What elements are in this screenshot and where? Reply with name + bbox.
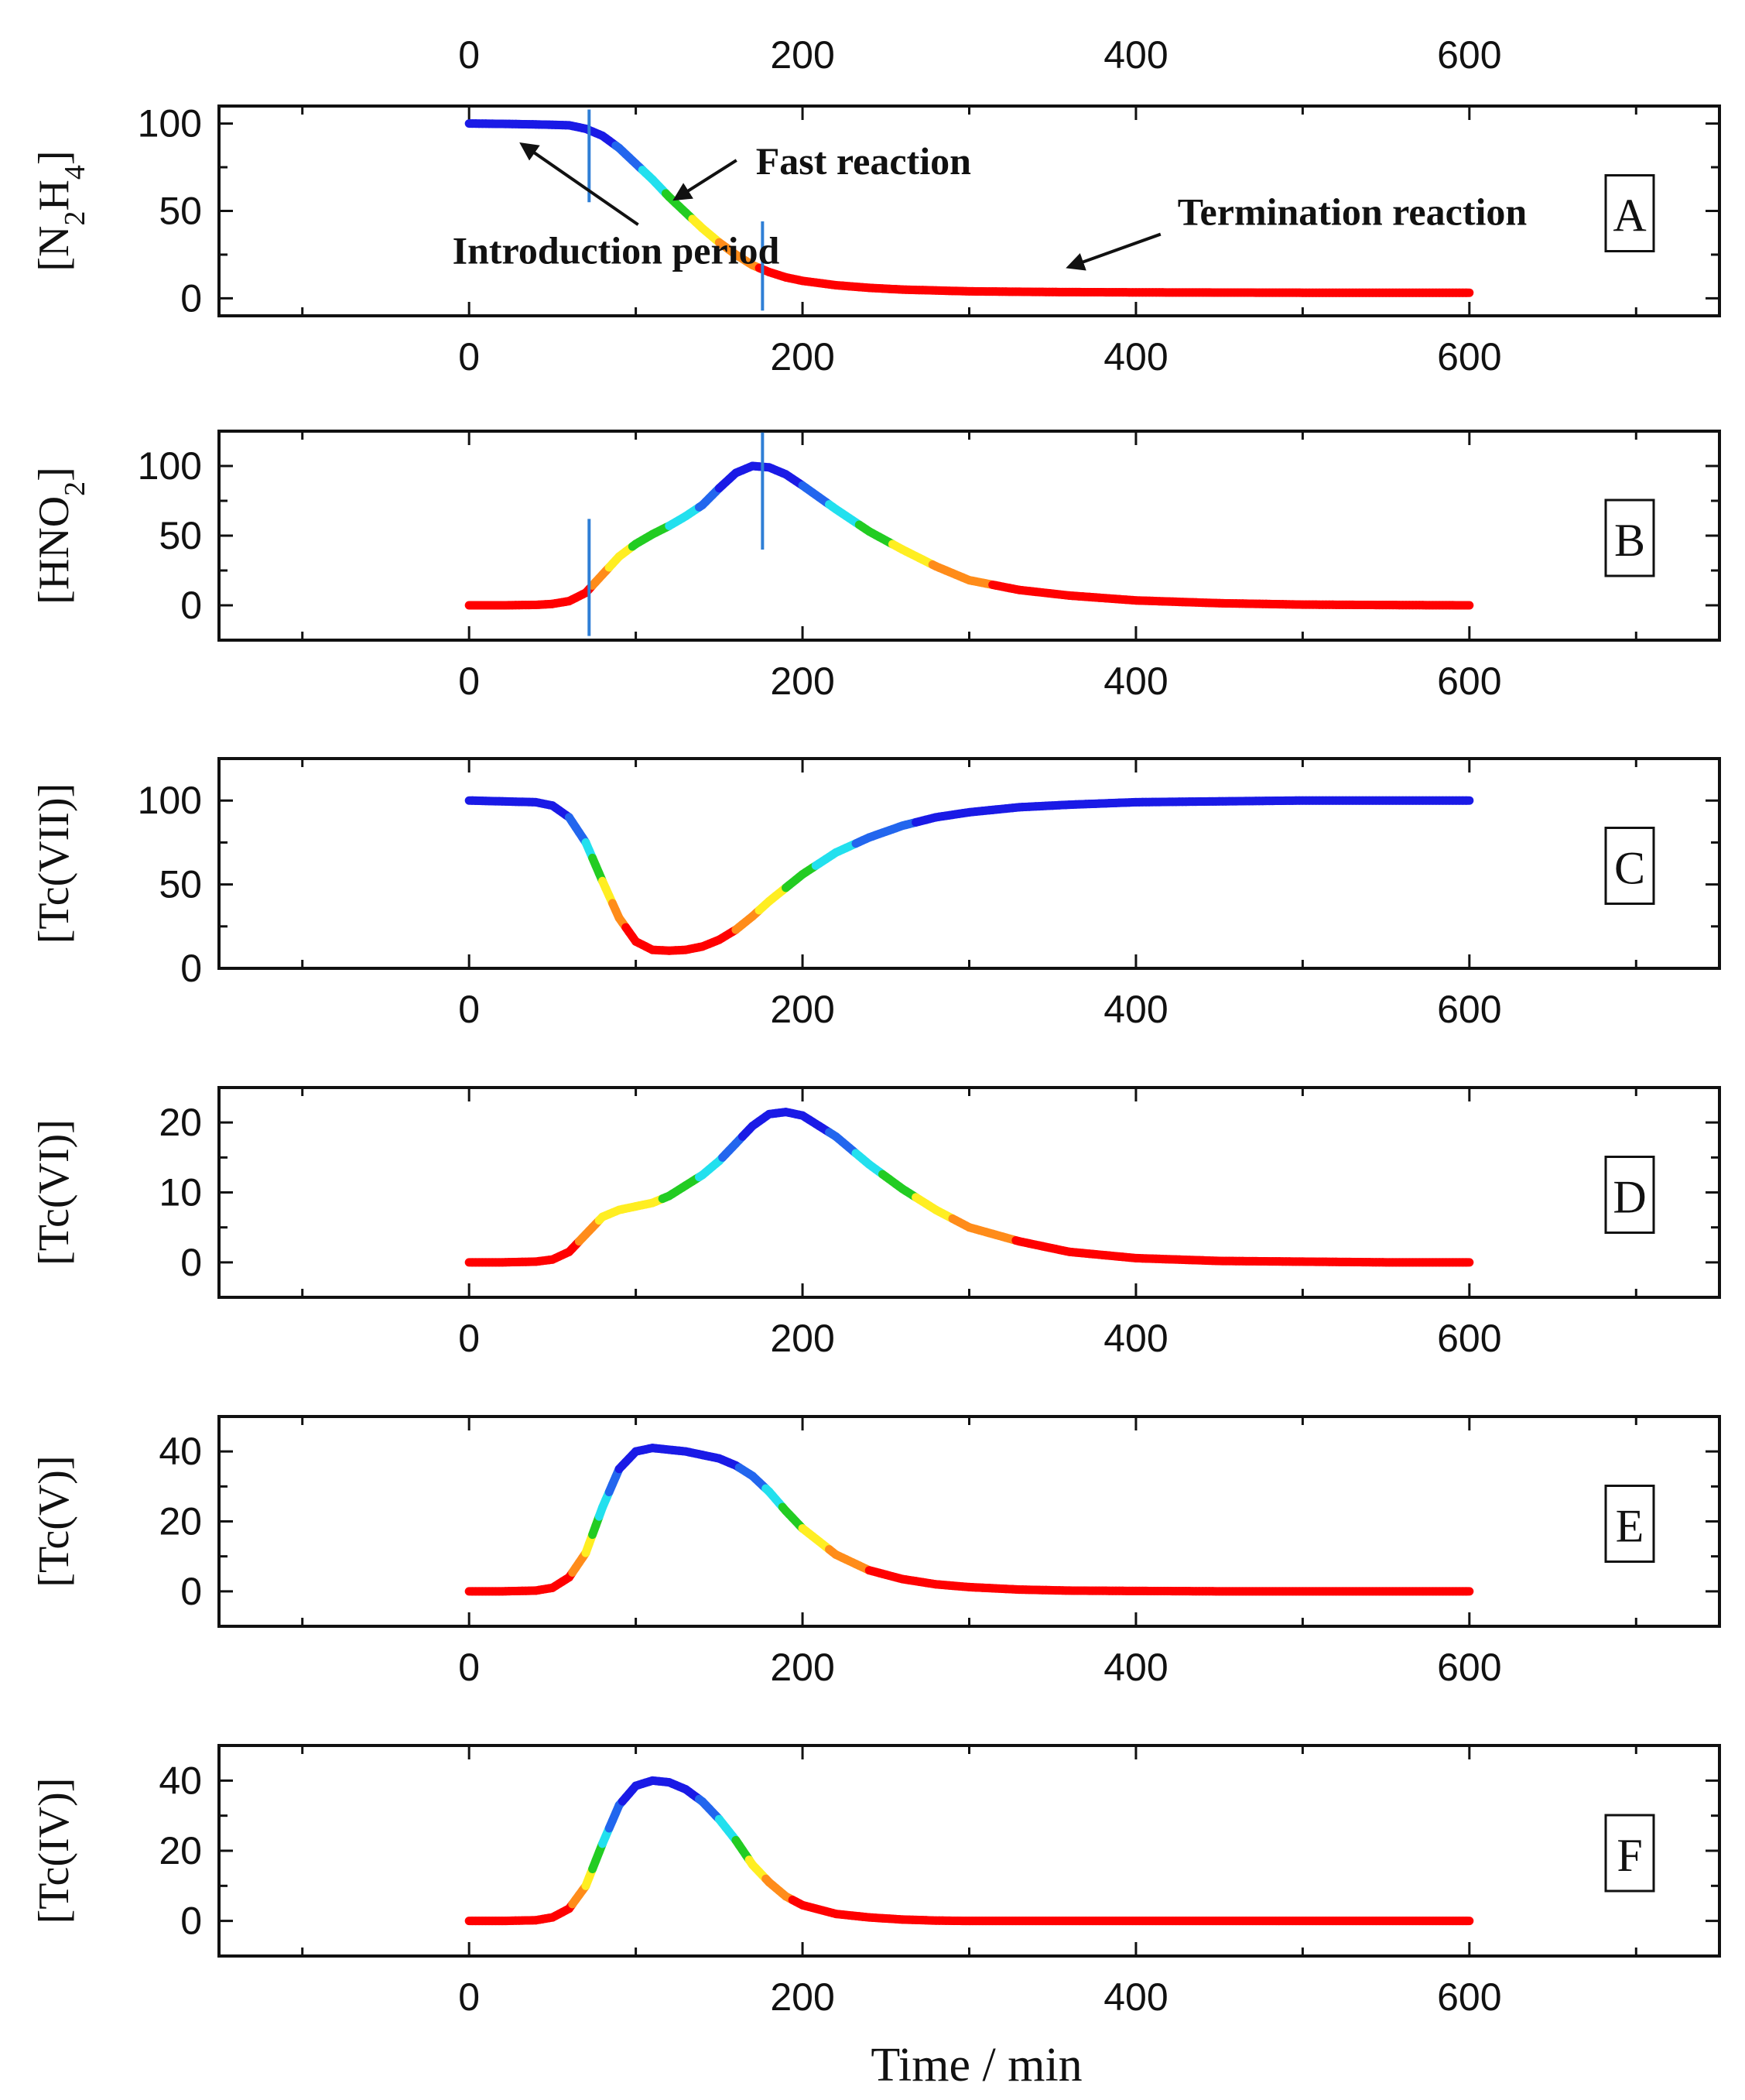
y-tick-label: 0 — [180, 1900, 202, 1943]
series-line — [464, 461, 1474, 610]
plot-frame — [217, 757, 1721, 970]
panel-letter: E — [1616, 1501, 1644, 1552]
x-tick-label: 400 — [1103, 659, 1168, 703]
panel-letter: D — [1613, 1172, 1646, 1223]
panel-e: 0 200 400 600 0 20 40 [Tc(V)] E — [30, 1415, 1721, 1689]
x-tick-label: 0 — [458, 659, 480, 703]
x-tick-label: 200 — [770, 1317, 834, 1360]
panel-letter-box — [1604, 174, 1655, 252]
plot-frame — [217, 1086, 1721, 1299]
x-top-tick-label: 600 — [1437, 33, 1501, 77]
y-tick-label: 0 — [180, 1570, 202, 1613]
y-tick-label: 100 — [138, 444, 202, 488]
annotation-label: Introduction period — [453, 228, 780, 272]
y-tick-label: 100 — [138, 102, 202, 146]
x-tick-label: 600 — [1437, 1975, 1501, 2019]
x-tick-label: 200 — [770, 1975, 834, 2019]
panel-b: 0 200 400 600 0 50 100 [HNO2] B — [30, 430, 1721, 703]
x-tick-label: 600 — [1437, 335, 1501, 379]
y-tick-label: 50 — [159, 514, 202, 557]
x-tick-label: 400 — [1103, 1317, 1168, 1360]
panel-letter-box — [1604, 1485, 1655, 1563]
series-line — [464, 119, 1474, 297]
x-tick-label: 0 — [458, 988, 480, 1031]
y-tick-label: 0 — [180, 276, 202, 320]
y-axis-label: [Tc(VI)] — [30, 1119, 78, 1266]
series-line — [464, 1444, 1474, 1596]
x-top-tick-label: 400 — [1103, 33, 1168, 77]
x-tick-label: 0 — [458, 1646, 480, 1689]
y-tick-label: 100 — [138, 779, 202, 822]
annotation-label: Termination reaction — [1178, 190, 1528, 234]
panel-letter: B — [1614, 515, 1645, 566]
x-tick-label: 600 — [1437, 1317, 1501, 1360]
series-line — [464, 796, 1474, 955]
panel-d: 0 200 400 600 0 10 20 [Tc(VI)] D — [30, 1086, 1721, 1360]
panel-a: 0 200 400 600 0 200 400 600 0 50 100 [N2H4] A Introdu… — [30, 33, 1721, 379]
x-tick-label: 200 — [770, 659, 834, 703]
x-tick-label: 600 — [1437, 659, 1501, 703]
series-line — [464, 1776, 1474, 1926]
panel-letter: F — [1617, 1830, 1642, 1881]
y-axis-label: [Tc(V)] — [30, 1455, 78, 1587]
y-tick-label: 20 — [159, 1829, 202, 1872]
x-tick-label: 200 — [770, 1646, 834, 1689]
plot-frame — [217, 1415, 1721, 1628]
x-tick-label: 600 — [1437, 988, 1501, 1031]
x-tick-label: 200 — [770, 335, 834, 379]
panel-letter-box — [1604, 827, 1655, 905]
y-axis-label: [Tc(IV)] — [30, 1778, 78, 1924]
x-top-tick-label: 200 — [770, 33, 834, 77]
y-tick-label: 0 — [180, 584, 202, 627]
annotation-arrow — [672, 159, 737, 201]
panel-letter: C — [1614, 843, 1645, 894]
x-tick-label: 400 — [1103, 1646, 1168, 1689]
x-tick-label: 400 — [1103, 988, 1168, 1031]
panel-letter-box — [1604, 1156, 1655, 1234]
y-axis-label: [N2H4] — [30, 150, 91, 271]
series-line — [464, 1108, 1474, 1267]
y-tick-label: 50 — [159, 190, 202, 233]
panel-f: 0 200 400 600 0 20 40 [Tc(IV)] F — [30, 1744, 1721, 2019]
annotation-arrow — [519, 142, 639, 226]
x-axis-title: Time / min — [871, 2039, 1082, 2091]
panel-letter: A — [1613, 190, 1646, 242]
annotation-arrow — [1066, 232, 1162, 271]
y-tick-label: 0 — [180, 947, 202, 990]
panel-letter-box — [1604, 498, 1655, 577]
y-tick-label: 20 — [159, 1500, 202, 1543]
x-tick-label: 0 — [458, 1975, 480, 2019]
x-tick-label: 200 — [770, 988, 834, 1031]
y-tick-label: 20 — [159, 1101, 202, 1144]
x-tick-label: 0 — [458, 335, 480, 379]
panel-letter-box — [1604, 1814, 1655, 1893]
x-top-tick-label: 0 — [458, 33, 480, 77]
x-tick-label: 400 — [1103, 335, 1168, 379]
y-tick-label: 40 — [159, 1430, 202, 1473]
x-tick-label: 400 — [1103, 1975, 1168, 2019]
y-tick-label: 10 — [159, 1171, 202, 1214]
y-axis-label: [HNO2] — [30, 467, 91, 605]
x-tick-label: 0 — [458, 1317, 480, 1360]
x-tick-label: 600 — [1437, 1646, 1501, 1689]
y-axis-label: [Tc(VII)] — [30, 783, 78, 944]
plot-frame — [217, 430, 1721, 642]
panel-c: 0 200 400 600 0 50 100 [Tc(VII)] C — [30, 757, 1721, 1031]
y-tick-label: 40 — [159, 1759, 202, 1802]
annotation-label: Fast reaction — [756, 139, 971, 183]
y-tick-label: 50 — [159, 863, 202, 906]
y-tick-label: 0 — [180, 1241, 202, 1284]
